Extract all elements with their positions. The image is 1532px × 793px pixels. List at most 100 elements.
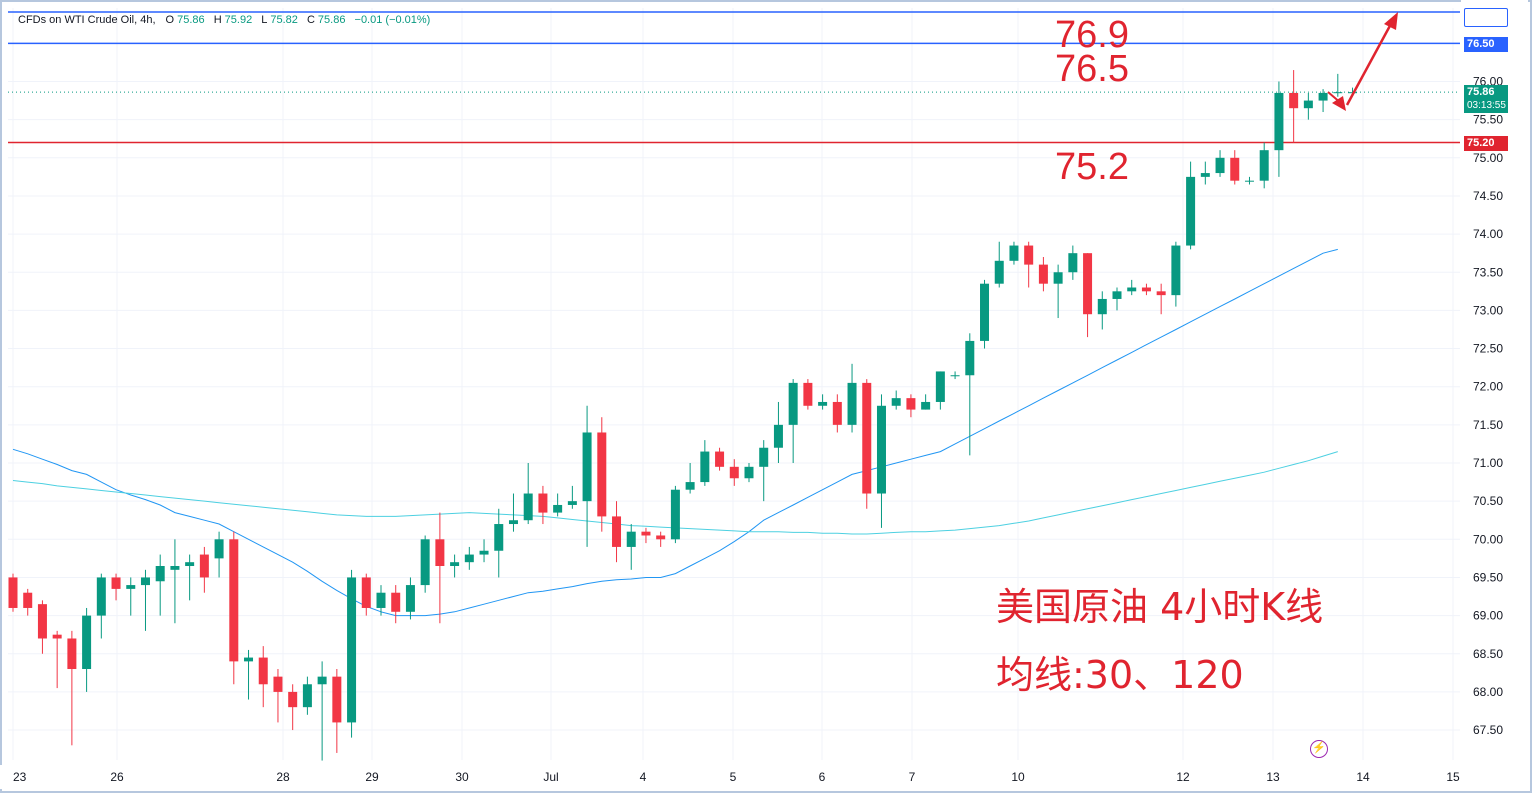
candle-body bbox=[921, 401, 931, 410]
price-tag-top-empty bbox=[1464, 8, 1508, 27]
candle-body bbox=[1303, 100, 1313, 109]
candle-body bbox=[1215, 157, 1225, 174]
high-value: 75.92 bbox=[224, 14, 253, 26]
candle-body bbox=[612, 516, 622, 547]
candle-body bbox=[258, 657, 268, 685]
price-axis-label: 75.00 bbox=[1473, 151, 1503, 165]
time-axis-label: 12 bbox=[1176, 770, 1190, 784]
price-axis-label: 68.00 bbox=[1473, 685, 1503, 699]
price-axis-label: 73.50 bbox=[1473, 265, 1503, 279]
arrow-down-head bbox=[1332, 96, 1346, 111]
price-axis-label: 73.00 bbox=[1473, 303, 1503, 317]
candle-body bbox=[641, 531, 651, 536]
arrow-up-head bbox=[1384, 12, 1398, 30]
time-axis-label: 4 bbox=[640, 770, 647, 784]
time-axis-label: 23 bbox=[13, 770, 27, 784]
price-tag-top-line: 76.50 bbox=[1464, 37, 1508, 52]
price-axis-label: 70.00 bbox=[1473, 532, 1503, 546]
candle-body bbox=[818, 401, 828, 406]
close-label: C bbox=[306, 14, 315, 26]
candle-body bbox=[1318, 92, 1328, 101]
price-axis-label: 69.00 bbox=[1473, 609, 1503, 623]
price-axis-label: 75.50 bbox=[1473, 113, 1503, 127]
candle-body bbox=[538, 493, 548, 513]
candle-body bbox=[317, 676, 327, 685]
candle-body bbox=[1097, 298, 1107, 315]
open-value: 75.86 bbox=[177, 14, 205, 26]
candle-body bbox=[582, 432, 592, 502]
candle-body bbox=[302, 684, 312, 708]
candle-body bbox=[729, 466, 739, 479]
time-axis-label: 14 bbox=[1356, 770, 1370, 784]
candle-body bbox=[715, 451, 725, 467]
candle-body bbox=[685, 482, 695, 490]
lightning-icon[interactable]: ⚡ bbox=[1310, 740, 1328, 758]
candle-body bbox=[82, 615, 92, 670]
candle-body bbox=[405, 585, 415, 612]
candle-body bbox=[52, 634, 62, 639]
candle-body bbox=[862, 382, 872, 494]
time-axis-label: Jul bbox=[543, 770, 558, 784]
candle-body bbox=[935, 371, 945, 402]
candle-body bbox=[876, 405, 886, 494]
candle-body bbox=[626, 531, 636, 547]
candle-body bbox=[288, 691, 298, 708]
time-axis-label: 6 bbox=[819, 770, 826, 784]
candle-body bbox=[773, 424, 783, 448]
note-moving-averages: 均线:30、120 bbox=[996, 653, 1244, 697]
price-axis-label: 69.50 bbox=[1473, 570, 1503, 584]
candle-body bbox=[435, 539, 445, 567]
change-value: −0.01 (−0.01%) bbox=[354, 14, 431, 26]
candle-body bbox=[1259, 150, 1269, 181]
ohlc-values: O 75.86 H 75.92 L 75.82 C 75.86 −0.01 (−0.01… bbox=[166, 14, 434, 26]
time-axis-label: 7 bbox=[909, 770, 916, 784]
candle-body bbox=[508, 520, 518, 525]
candle-body bbox=[199, 554, 209, 578]
candle-body bbox=[111, 577, 121, 589]
last-price: 75.86 bbox=[1467, 86, 1495, 98]
candle-body bbox=[420, 539, 430, 586]
candle-body bbox=[347, 577, 357, 723]
candle-body bbox=[1289, 92, 1299, 109]
open-label: O bbox=[165, 14, 175, 26]
candle-body bbox=[567, 501, 577, 505]
time-axis-label: 5 bbox=[730, 770, 737, 784]
price-axis-label: 72.50 bbox=[1473, 342, 1503, 356]
candle-body bbox=[229, 539, 239, 662]
symbol-name[interactable]: CFDs on WTI Crude Oil, 4h, bbox=[18, 14, 156, 26]
candle-body bbox=[1068, 253, 1078, 273]
candle-body bbox=[1024, 245, 1034, 265]
annotation-76-9: 76.9 bbox=[1055, 14, 1129, 56]
price-axis-label: 70.50 bbox=[1473, 494, 1503, 508]
candle-body bbox=[67, 638, 77, 670]
candle-body bbox=[155, 566, 165, 582]
price-axis-label: 68.50 bbox=[1473, 647, 1503, 661]
annotation-76-5: 76.5 bbox=[1055, 48, 1129, 90]
symbol-legend[interactable]: CFDs on WTI Crude Oil, 4h, O 75.86 H 75.92… bbox=[18, 14, 433, 26]
annotation-75-2: 75.2 bbox=[1055, 146, 1129, 188]
price-axis-label: 71.50 bbox=[1473, 418, 1503, 432]
candle-body bbox=[126, 585, 136, 589]
candle-body bbox=[170, 566, 180, 570]
candle-body bbox=[479, 550, 489, 555]
candle-body bbox=[759, 447, 769, 467]
high-label: H bbox=[213, 14, 222, 26]
candle-body bbox=[700, 451, 710, 483]
candle-body bbox=[891, 398, 901, 406]
candle-body bbox=[788, 382, 798, 425]
candle-body bbox=[980, 283, 990, 341]
candle-body bbox=[906, 398, 916, 410]
low-value: 75.82 bbox=[270, 14, 298, 26]
candle-body bbox=[1186, 176, 1196, 246]
candle-body bbox=[214, 539, 224, 559]
candle-body bbox=[597, 432, 607, 517]
candle-body bbox=[1200, 173, 1210, 177]
candle-body bbox=[832, 401, 842, 425]
time-axis-label: 30 bbox=[455, 770, 469, 784]
candle-body bbox=[37, 604, 47, 639]
time-axis-label: 13 bbox=[1266, 770, 1280, 784]
candle-body bbox=[847, 382, 857, 425]
note-title: 美国原油 4小时K线 bbox=[996, 585, 1324, 629]
price-axis-label: 74.50 bbox=[1473, 189, 1503, 203]
